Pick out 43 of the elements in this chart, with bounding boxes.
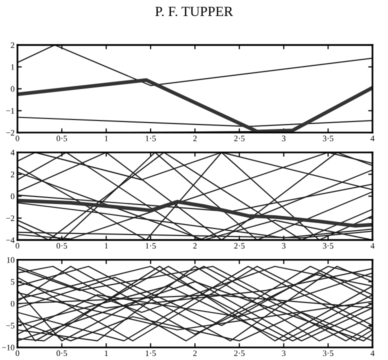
x-tick-label: 1 [104, 243, 108, 249]
x-tick-label: 2 [193, 243, 197, 249]
y-tick-label: −1 [6, 108, 14, 114]
y-tick-label: −2 [6, 130, 14, 136]
x-tick-label: 4 [370, 136, 374, 142]
x-tick-label: 0 [16, 243, 20, 249]
x-tick-label: 1·5 [146, 136, 156, 142]
x-tick-label: 4 [370, 243, 374, 249]
x-tick-label: 4 [370, 350, 374, 356]
y-tick-label: −4 [6, 237, 15, 243]
y-tick-label: 0 [10, 194, 14, 200]
x-tick-label: 1 [104, 350, 108, 356]
x-tick-label: 0·5 [56, 350, 68, 356]
x-tick-label: 2·5 [234, 243, 245, 249]
x-tick-label: 1·5 [146, 350, 156, 356]
y-tick-label: 0 [10, 86, 14, 92]
x-tick-label: 1 [104, 136, 108, 142]
x-tick-label: 3 [282, 136, 286, 142]
x-tick-label: 0 [16, 136, 20, 142]
y-tick-label: −2 [6, 215, 14, 221]
x-tick-label: 0 [16, 350, 20, 356]
x-tick-label: 2 [193, 350, 197, 356]
y-tick-label: 0 [10, 300, 14, 307]
y-tick-label: 2 [10, 42, 14, 48]
y-tick-label: 10 [7, 257, 14, 263]
x-tick-label: 0·5 [56, 136, 68, 142]
x-tick-label: 3·5 [322, 350, 334, 356]
x-tick-label: 2 [193, 136, 197, 142]
y-tick-label: 4 [10, 150, 15, 156]
x-tick-label: 2·5 [234, 350, 245, 356]
y-tick-label: 5 [11, 279, 14, 285]
y-tick-label: 2 [10, 172, 14, 178]
x-tick-label: 3·5 [322, 136, 334, 142]
x-tick-label: 3 [282, 243, 286, 249]
x-tick-label: 3·5 [322, 243, 334, 249]
y-tick-label: −5 [6, 322, 14, 328]
text: P. F. TUPPER [155, 6, 234, 16]
x-tick-label: 3 [282, 350, 286, 356]
y-tick-label: −10 [2, 344, 14, 350]
x-tick-label: 1·5 [146, 243, 156, 249]
x-tick-label: 2·5 [234, 136, 245, 142]
x-tick-label: 0·5 [56, 243, 68, 249]
y-tick-label: 1 [11, 64, 14, 70]
